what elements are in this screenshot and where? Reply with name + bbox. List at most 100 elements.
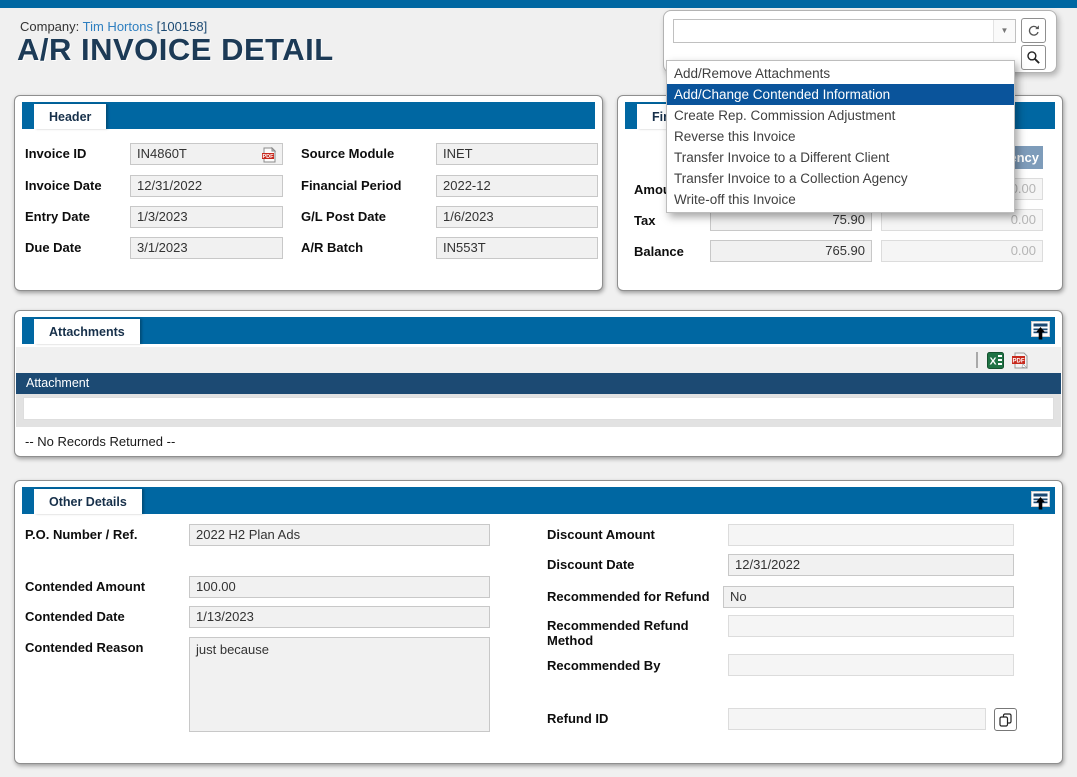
invoice-id-label: Invoice ID [25, 146, 87, 161]
refresh-button[interactable] [1021, 18, 1046, 43]
chevron-down-icon[interactable]: ▼ [993, 20, 1015, 42]
contended-date-field: 1/13/2023 [189, 606, 490, 628]
collapse-panel-icon[interactable] [1031, 491, 1050, 510]
breadcrumb: Company: Tim Hortons [100158] [20, 19, 207, 34]
menu-item-reverse-invoice[interactable]: Reverse this Invoice [674, 129, 796, 144]
tab-attachments[interactable]: Attachments [34, 319, 140, 344]
source-module-label: Source Module [301, 146, 395, 161]
ar-batch-field: IN553T [436, 237, 598, 259]
other-details-panel: Other Details P.O. Number / Ref. 2022 H2… [14, 480, 1063, 764]
discount-amount-field [728, 524, 1014, 546]
refund-id-label: Refund ID [547, 711, 609, 726]
contended-reason-value: just because [196, 642, 269, 657]
copy-refund-id-button[interactable] [994, 708, 1017, 731]
header-tabstrip: Header [22, 102, 595, 129]
copy-icon [999, 712, 1012, 727]
attachments-panel: Attachments X [14, 310, 1063, 457]
company-label: Company: [20, 19, 80, 34]
menu-item-write-off-invoice[interactable]: Write-off this Invoice [674, 192, 796, 207]
balance-field: 765.90 [710, 240, 872, 262]
tax-label: Tax [634, 213, 656, 228]
gl-post-date-field: 1/6/2023 [436, 206, 598, 228]
contended-amount-field: 100.00 [189, 576, 490, 598]
search-icon [1027, 51, 1040, 64]
balance-value: 765.90 [825, 243, 865, 258]
balance-agency-field: 0.00 [881, 240, 1043, 262]
svg-text:X: X [989, 355, 996, 367]
menu-item-add-change-contended-info[interactable]: Add/Change Contended Information [667, 84, 1014, 105]
discount-amount-label: Discount Amount [547, 527, 655, 542]
entry-date-label: Entry Date [25, 209, 91, 224]
action-menu: Add/Remove Attachments Add/Change Conten… [666, 60, 1015, 213]
svg-text:PDF: PDF [1013, 358, 1025, 364]
action-select[interactable]: ▼ [673, 19, 1016, 43]
invoice-pdf-icon[interactable]: PDF [261, 147, 278, 163]
invoice-date-field: 12/31/2022 [130, 175, 283, 197]
menu-item-transfer-different-client[interactable]: Transfer Invoice to a Different Client [674, 150, 890, 165]
refresh-icon [1028, 24, 1039, 36]
recommended-refund-method-field [728, 615, 1014, 637]
discount-date-label: Discount Date [547, 557, 635, 572]
financial-period-label: Financial Period [301, 178, 402, 193]
pdf-export-icon[interactable]: PDF [1011, 352, 1029, 369]
invoice-id-value: IN4860T [137, 146, 187, 161]
menu-item-add-remove-attachments[interactable]: Add/Remove Attachments [674, 66, 831, 81]
due-date-label: Due Date [25, 240, 82, 255]
entry-date-field: 1/3/2023 [130, 206, 283, 228]
attachment-empty-row [23, 397, 1054, 420]
attachments-tabstrip: Attachments [22, 317, 1055, 344]
svg-text:PDF: PDF [263, 154, 275, 160]
company-code: [100158] [156, 19, 208, 34]
refund-id-field [728, 708, 986, 730]
gl-post-date-value: 1/6/2023 [443, 209, 494, 224]
tax-value: 75.90 [832, 212, 865, 227]
attachments-toolbar: X PDF [16, 347, 1061, 373]
excel-export-icon[interactable]: X [987, 351, 1004, 369]
due-date-value: 3/1/2023 [137, 240, 188, 255]
menu-item-transfer-collection-agency[interactable]: Transfer Invoice to a Collection Agency [674, 171, 908, 186]
collapse-panel-icon[interactable] [1031, 321, 1050, 340]
search-button[interactable] [1021, 45, 1046, 70]
tax-agency-value: 0.00 [1010, 212, 1036, 227]
contended-reason-label: Contended Reason [25, 640, 144, 655]
other-details-tabstrip: Other Details [22, 487, 1055, 514]
tab-header[interactable]: Header [34, 104, 107, 129]
company-link[interactable]: Tim Hortons [82, 19, 153, 34]
contended-reason-field: just because [189, 637, 490, 732]
recommended-refund-method-label: Recommended Refund Method [547, 618, 689, 648]
tab-attachments-label: Attachments [49, 324, 125, 339]
recommended-by-field [728, 654, 1014, 676]
no-records-message: -- No Records Returned -- [16, 427, 1061, 456]
due-date-field: 3/1/2023 [130, 237, 283, 259]
balance-label: Balance [634, 244, 684, 259]
discount-date-field: 12/31/2022 [728, 554, 1014, 576]
source-module-field: INET [436, 143, 598, 165]
recommended-by-label: Recommended By [547, 658, 661, 673]
invoice-date-label: Invoice Date [25, 178, 102, 193]
tab-header-label: Header [49, 109, 92, 124]
po-number-label: P.O. Number / Ref. [25, 527, 138, 542]
financial-period-field: 2022-12 [436, 175, 598, 197]
contended-date-value: 1/13/2023 [196, 609, 254, 624]
ar-batch-value: IN553T [443, 240, 486, 255]
top-accent-bar [0, 0, 1077, 8]
source-module-value: INET [443, 146, 473, 161]
tab-other-details[interactable]: Other Details [34, 489, 142, 514]
menu-item-create-rep-commission[interactable]: Create Rep. Commission Adjustment [674, 108, 896, 123]
header-panel: Header Invoice ID IN4860T PDF Source Mod… [14, 95, 603, 291]
invoice-id-field: IN4860T PDF [130, 143, 283, 165]
balance-agency-value: 0.00 [1010, 243, 1036, 258]
invoice-date-value: 12/31/2022 [137, 178, 203, 193]
recommended-for-refund-field: No [723, 586, 1014, 608]
recommended-for-refund-value: No [730, 589, 747, 604]
attachment-column-header: Attachment [16, 373, 1061, 394]
discount-date-value: 12/31/2022 [735, 557, 801, 572]
page-title: A/R INVOICE DETAIL [17, 32, 334, 67]
toolbar-separator [976, 352, 978, 368]
contended-amount-value: 100.00 [196, 579, 236, 594]
ar-batch-label: A/R Batch [301, 240, 364, 255]
contended-date-label: Contended Date [25, 609, 125, 624]
contended-amount-label: Contended Amount [25, 579, 146, 594]
tab-other-details-label: Other Details [49, 494, 127, 509]
